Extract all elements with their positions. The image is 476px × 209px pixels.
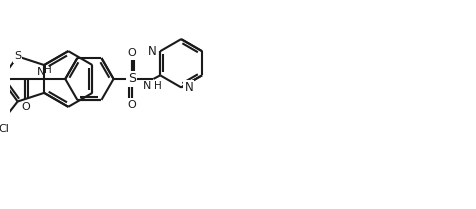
Text: S: S [14,51,21,61]
Text: N: N [143,81,151,91]
Text: O: O [21,102,30,112]
Text: N: N [148,45,157,58]
Text: Cl: Cl [0,124,10,134]
Text: H: H [154,81,162,91]
Text: N: N [37,67,45,77]
Text: O: O [127,100,136,110]
Text: H: H [44,65,52,75]
Text: O: O [127,48,136,58]
Text: S: S [128,73,136,85]
Text: N: N [184,81,193,94]
